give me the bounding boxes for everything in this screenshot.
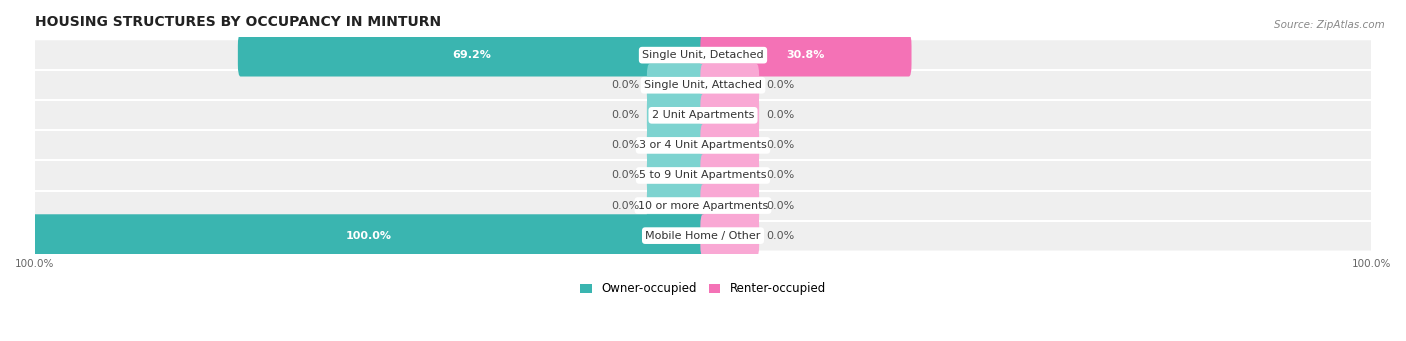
FancyBboxPatch shape xyxy=(35,221,1371,251)
Text: Mobile Home / Other: Mobile Home / Other xyxy=(645,231,761,241)
Text: 0.0%: 0.0% xyxy=(766,80,794,90)
FancyBboxPatch shape xyxy=(700,214,759,257)
FancyBboxPatch shape xyxy=(647,154,706,197)
Text: 0.0%: 0.0% xyxy=(766,170,794,180)
FancyBboxPatch shape xyxy=(647,124,706,167)
FancyBboxPatch shape xyxy=(700,64,759,107)
FancyBboxPatch shape xyxy=(35,70,1371,100)
FancyBboxPatch shape xyxy=(647,184,706,227)
Text: Single Unit, Attached: Single Unit, Attached xyxy=(644,80,762,90)
FancyBboxPatch shape xyxy=(700,34,911,76)
Text: 0.0%: 0.0% xyxy=(766,140,794,150)
Text: 30.8%: 30.8% xyxy=(787,50,825,60)
Text: Source: ZipAtlas.com: Source: ZipAtlas.com xyxy=(1274,20,1385,30)
FancyBboxPatch shape xyxy=(35,101,1371,130)
Text: 3 or 4 Unit Apartments: 3 or 4 Unit Apartments xyxy=(640,140,766,150)
Text: 5 to 9 Unit Apartments: 5 to 9 Unit Apartments xyxy=(640,170,766,180)
Text: HOUSING STRUCTURES BY OCCUPANCY IN MINTURN: HOUSING STRUCTURES BY OCCUPANCY IN MINTU… xyxy=(35,15,441,29)
Legend: Owner-occupied, Renter-occupied: Owner-occupied, Renter-occupied xyxy=(579,282,827,295)
FancyBboxPatch shape xyxy=(700,94,759,137)
Text: 0.0%: 0.0% xyxy=(612,201,640,210)
Text: 0.0%: 0.0% xyxy=(766,201,794,210)
FancyBboxPatch shape xyxy=(35,131,1371,160)
Text: 100.0%: 100.0% xyxy=(346,231,392,241)
Text: 0.0%: 0.0% xyxy=(766,231,794,241)
Text: 0.0%: 0.0% xyxy=(766,110,794,120)
FancyBboxPatch shape xyxy=(238,34,706,76)
FancyBboxPatch shape xyxy=(35,161,1371,190)
FancyBboxPatch shape xyxy=(700,154,759,197)
FancyBboxPatch shape xyxy=(647,94,706,137)
FancyBboxPatch shape xyxy=(700,184,759,227)
FancyBboxPatch shape xyxy=(32,214,706,257)
FancyBboxPatch shape xyxy=(700,124,759,167)
Text: 0.0%: 0.0% xyxy=(612,110,640,120)
Text: 10 or more Apartments: 10 or more Apartments xyxy=(638,201,768,210)
Text: 0.0%: 0.0% xyxy=(612,80,640,90)
Text: 2 Unit Apartments: 2 Unit Apartments xyxy=(652,110,754,120)
Text: 0.0%: 0.0% xyxy=(612,140,640,150)
FancyBboxPatch shape xyxy=(35,191,1371,220)
FancyBboxPatch shape xyxy=(35,40,1371,70)
Text: 69.2%: 69.2% xyxy=(453,50,491,60)
Text: Single Unit, Detached: Single Unit, Detached xyxy=(643,50,763,60)
FancyBboxPatch shape xyxy=(647,64,706,107)
Text: 0.0%: 0.0% xyxy=(612,170,640,180)
